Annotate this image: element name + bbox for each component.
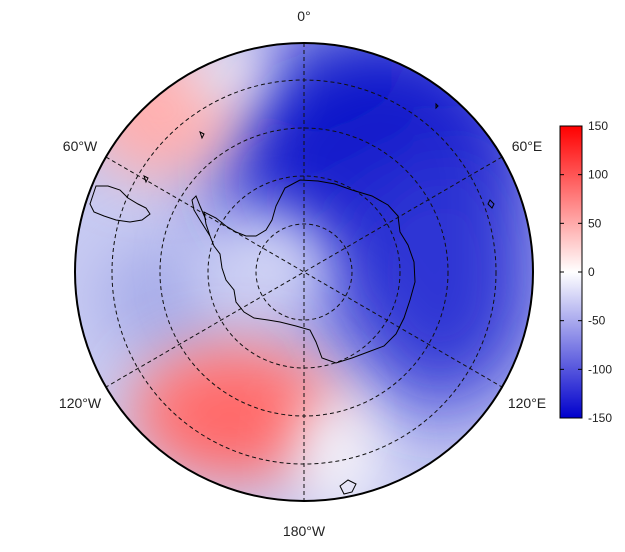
island-small-2: [435, 102, 439, 110]
colorbar-tick-label: -150: [588, 411, 612, 425]
antarctica-coastline: [203, 179, 416, 364]
colorbar-tick-label: 100: [588, 168, 608, 182]
label-60w: 60°W: [63, 138, 98, 154]
colorbar-ticks: 150 100 50 0 -50 -100 -150: [560, 119, 612, 425]
positive-anomaly-pacific: [130, 342, 340, 482]
colorbar: 150 100 50 0 -50 -100 -150: [559, 119, 612, 425]
meridian-60w-120e: [105, 156, 503, 388]
island-small-1: [199, 131, 205, 140]
island-small-3: [143, 175, 149, 184]
label-0: 0°: [297, 8, 310, 24]
colorbar-tick-label: -100: [588, 362, 612, 376]
graticule: [105, 43, 503, 501]
interior-pale: [195, 210, 335, 330]
antarctic-peninsula: [191, 195, 211, 237]
label-180w: 180°W: [283, 523, 326, 539]
island-new-zealand: [339, 479, 357, 495]
map-border: [74, 42, 534, 502]
anomaly-field: [75, 43, 533, 501]
label-120e: 120°E: [508, 395, 546, 411]
colorbar-tick-label: -50: [588, 314, 606, 328]
label-60e: 60°E: [512, 138, 543, 154]
coastlines: [89, 102, 495, 495]
label-120w: 120°W: [59, 395, 102, 411]
south-america: [89, 185, 151, 223]
colorbar-tick-label: 0: [588, 265, 595, 279]
colorbar-tick-label: 50: [588, 216, 602, 230]
meridian-60e-120w: [105, 156, 503, 388]
latitude-circle-80: [255, 223, 353, 321]
island-kerguelen: [487, 199, 495, 209]
colorbar-tick-label: 150: [588, 119, 608, 133]
